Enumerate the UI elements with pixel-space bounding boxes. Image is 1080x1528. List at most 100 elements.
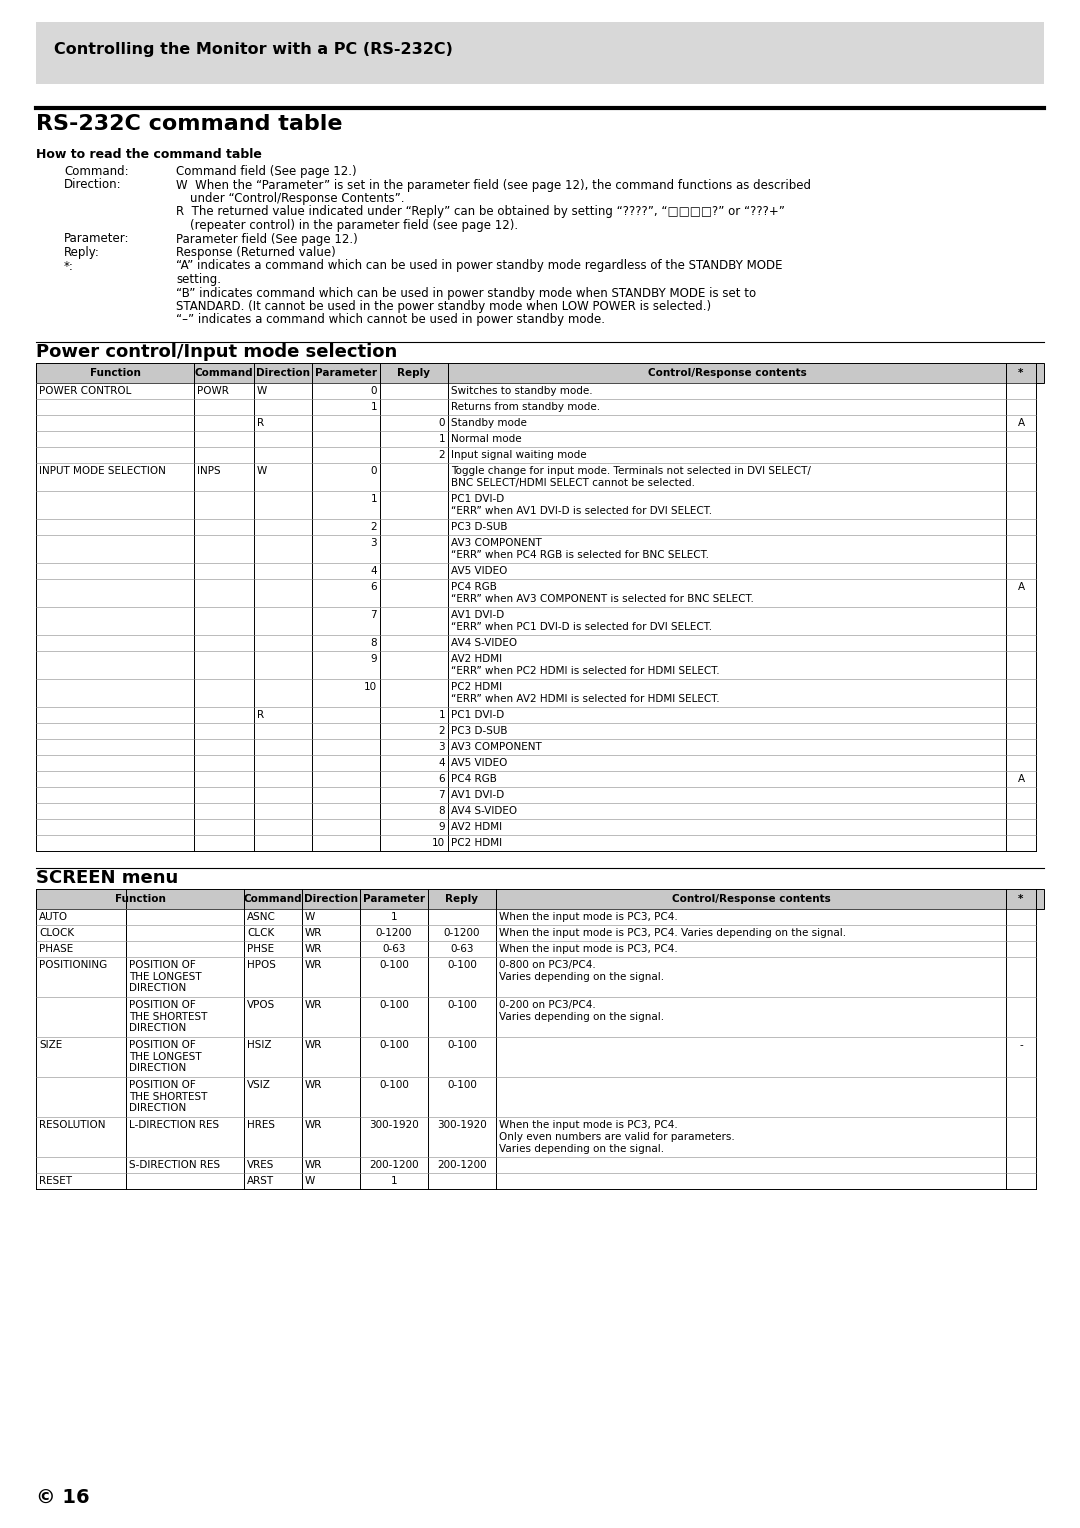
Text: ASNC: ASNC [247, 912, 275, 921]
Text: DIRECTION: DIRECTION [129, 1063, 186, 1073]
Text: 8: 8 [438, 805, 445, 816]
Text: Toggle change for input mode. Terminals not selected in DVI SELECT/: Toggle change for input mode. Terminals … [451, 466, 811, 477]
Text: 1: 1 [370, 402, 377, 413]
Text: 7: 7 [370, 610, 377, 620]
Bar [36, 21, 1044, 84]
Text: Reply: Reply [446, 894, 478, 905]
Text: 2: 2 [438, 451, 445, 460]
Text: W: W [257, 387, 267, 396]
Text: 0-1200: 0-1200 [444, 927, 481, 938]
Text: Input signal waiting mode: Input signal waiting mode [451, 451, 586, 460]
Text: R: R [257, 711, 265, 720]
Text: “ERR” when PC1 DVI-D is selected for DVI SELECT.: “ERR” when PC1 DVI-D is selected for DVI… [451, 622, 712, 633]
Text: SIZE: SIZE [39, 1041, 63, 1050]
Text: W: W [305, 1177, 315, 1186]
Text: 0-100: 0-100 [379, 1080, 409, 1089]
Text: CLOCK: CLOCK [39, 927, 75, 938]
Text: 1: 1 [370, 494, 377, 504]
Text: 0-100: 0-100 [447, 960, 477, 970]
Text: “ERR” when AV2 HDMI is selected for HDMI SELECT.: “ERR” when AV2 HDMI is selected for HDMI… [451, 694, 719, 704]
Text: 0-100: 0-100 [447, 1041, 477, 1050]
Text: PC1 DVI-D: PC1 DVI-D [451, 494, 504, 504]
Text: 0-200 on PC3/PC4.: 0-200 on PC3/PC4. [499, 999, 596, 1010]
Text: 0-800 on PC3/PC4.: 0-800 on PC3/PC4. [499, 960, 596, 970]
Text: A: A [1017, 582, 1025, 591]
Text: “ERR” when AV3 COMPONENT is selected for BNC SELECT.: “ERR” when AV3 COMPONENT is selected for… [451, 594, 754, 604]
Text: 0: 0 [438, 419, 445, 428]
Text: Varies depending on the signal.: Varies depending on the signal. [499, 1144, 664, 1154]
Text: RESET: RESET [39, 1177, 72, 1186]
Text: AV1 DVI-D: AV1 DVI-D [451, 790, 504, 801]
Text: 0-100: 0-100 [447, 999, 477, 1010]
Text: PHSE: PHSE [247, 944, 274, 953]
Text: Direction: Direction [256, 368, 310, 377]
Text: Parameter:: Parameter: [64, 232, 130, 246]
Text: 3: 3 [438, 743, 445, 752]
Text: Varies depending on the signal.: Varies depending on the signal. [499, 972, 664, 983]
Text: POWR: POWR [197, 387, 229, 396]
Text: INPS: INPS [197, 466, 220, 477]
Text: Command:: Command: [64, 165, 129, 177]
Text: Command: Command [244, 894, 302, 905]
Text: R: R [257, 419, 265, 428]
Text: setting.: setting. [176, 274, 221, 286]
Text: AV5 VIDEO: AV5 VIDEO [451, 758, 508, 769]
Text: DIRECTION: DIRECTION [129, 1103, 186, 1112]
Text: Reply: Reply [397, 368, 431, 377]
Text: WR: WR [305, 1080, 322, 1089]
Text: HRES: HRES [247, 1120, 275, 1131]
Bar [36, 364, 1044, 384]
Text: 9: 9 [438, 822, 445, 833]
Text: *: * [1018, 368, 1024, 377]
Text: 1: 1 [391, 1177, 397, 1186]
Text: -: - [1020, 1041, 1023, 1050]
Text: Command: Command [194, 368, 254, 377]
Text: Direction: Direction [303, 894, 357, 905]
Text: 1: 1 [391, 912, 397, 921]
Text: CLCK: CLCK [247, 927, 274, 938]
Text: Normal mode: Normal mode [451, 434, 522, 445]
Text: Controlling the Monitor with a PC (RS-232C): Controlling the Monitor with a PC (RS-23… [54, 41, 453, 57]
Text: 2: 2 [370, 523, 377, 532]
Text: POWER CONTROL: POWER CONTROL [39, 387, 132, 396]
Text: Varies depending on the signal.: Varies depending on the signal. [499, 1012, 664, 1022]
Text: 6: 6 [370, 582, 377, 591]
Text: Only even numbers are valid for parameters.: Only even numbers are valid for paramete… [499, 1132, 734, 1141]
Text: 0: 0 [370, 466, 377, 477]
Text: A: A [1017, 419, 1025, 428]
Text: “ERR” when PC2 HDMI is selected for HDMI SELECT.: “ERR” when PC2 HDMI is selected for HDMI… [451, 666, 719, 675]
Text: Direction:: Direction: [64, 179, 122, 191]
Text: “A” indicates a command which can be used in power standby mode regardless of th: “A” indicates a command which can be use… [176, 260, 783, 272]
Text: WR: WR [305, 927, 322, 938]
Text: 0-100: 0-100 [379, 1041, 409, 1050]
Text: 2: 2 [438, 726, 445, 736]
Text: STANDARD. (It cannot be used in the power standby mode when LOW POWER is selecte: STANDARD. (It cannot be used in the powe… [176, 299, 711, 313]
Text: 1: 1 [438, 711, 445, 720]
Text: *:: *: [64, 260, 73, 272]
Text: 9: 9 [370, 654, 377, 665]
Text: DIRECTION: DIRECTION [129, 983, 186, 993]
Text: DIRECTION: DIRECTION [129, 1024, 186, 1033]
Text: 10: 10 [364, 681, 377, 692]
Text: AV2 HDMI: AV2 HDMI [451, 822, 502, 833]
Text: 0-100: 0-100 [447, 1080, 477, 1089]
Text: R  The returned value indicated under “Reply” can be obtained by setting “????”,: R The returned value indicated under “Re… [176, 205, 785, 219]
Text: HPOS: HPOS [247, 960, 275, 970]
Text: AV4 S-VIDEO: AV4 S-VIDEO [451, 639, 517, 648]
Text: THE LONGEST: THE LONGEST [129, 972, 202, 981]
Text: POSITION OF: POSITION OF [129, 1080, 195, 1089]
Text: “ERR” when PC4 RGB is selected for BNC SELECT.: “ERR” when PC4 RGB is selected for BNC S… [451, 550, 708, 559]
Text: PHASE: PHASE [39, 944, 73, 953]
Text: THE SHORTEST: THE SHORTEST [129, 1012, 207, 1022]
Text: 0-63: 0-63 [382, 944, 406, 953]
Text: 8: 8 [370, 639, 377, 648]
Text: 4: 4 [370, 565, 377, 576]
Text: AV4 S-VIDEO: AV4 S-VIDEO [451, 805, 517, 816]
Text: Switches to standby mode.: Switches to standby mode. [451, 387, 593, 396]
Text: PC3 D-SUB: PC3 D-SUB [451, 523, 508, 532]
Text: When the input mode is PC3, PC4.: When the input mode is PC3, PC4. [499, 1120, 678, 1131]
Text: under “Control/Response Contents”.: under “Control/Response Contents”. [190, 193, 405, 205]
Text: WR: WR [305, 1160, 322, 1170]
Text: 200-1200: 200-1200 [369, 1160, 419, 1170]
Text: INPUT MODE SELECTION: INPUT MODE SELECTION [39, 466, 166, 477]
